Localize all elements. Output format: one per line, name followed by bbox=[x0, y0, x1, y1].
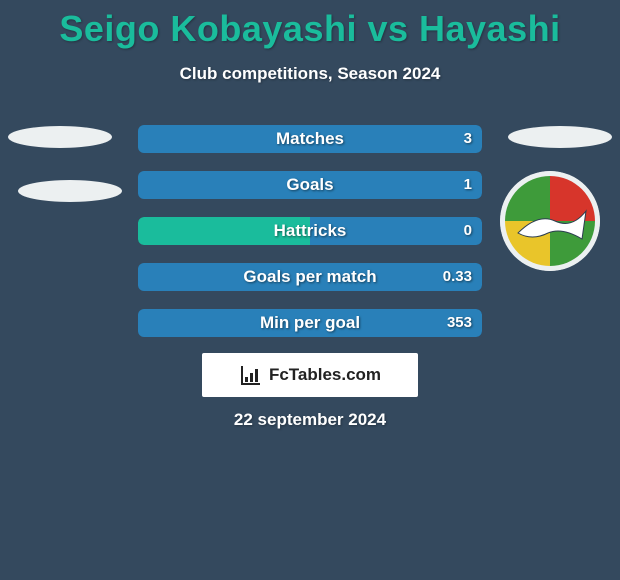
stat-label: Matches bbox=[138, 125, 482, 153]
stats-bars: Matches3Goals1Hattricks0Goals per match0… bbox=[138, 125, 482, 355]
page-title: Seigo Kobayashi vs Hayashi bbox=[0, 0, 620, 50]
player2-avatar-placeholder bbox=[508, 126, 612, 148]
stat-value-right: 353 bbox=[447, 309, 472, 337]
player1-club-placeholder bbox=[18, 180, 122, 202]
stat-row: Matches3 bbox=[138, 125, 482, 153]
brand-chart-icon bbox=[239, 363, 263, 387]
stat-label: Min per goal bbox=[138, 309, 482, 337]
stat-label: Goals bbox=[138, 171, 482, 199]
stat-label: Goals per match bbox=[138, 263, 482, 291]
stat-row: Goals1 bbox=[138, 171, 482, 199]
player2-club-badge bbox=[500, 171, 600, 271]
player1-avatar-placeholder bbox=[8, 126, 112, 148]
stat-value-right: 0.33 bbox=[443, 263, 472, 291]
stat-label: Hattricks bbox=[138, 217, 482, 245]
brand-box: FcTables.com bbox=[202, 353, 418, 397]
stat-value-right: 0 bbox=[464, 217, 472, 245]
subtitle: Club competitions, Season 2024 bbox=[0, 64, 620, 84]
club-badge-icon bbox=[500, 171, 600, 271]
stat-value-right: 3 bbox=[464, 125, 472, 153]
stat-row: Min per goal353 bbox=[138, 309, 482, 337]
date-label: 22 september 2024 bbox=[0, 410, 620, 430]
brand-label: FcTables.com bbox=[269, 365, 381, 385]
stat-value-right: 1 bbox=[464, 171, 472, 199]
stat-row: Hattricks0 bbox=[138, 217, 482, 245]
stat-row: Goals per match0.33 bbox=[138, 263, 482, 291]
